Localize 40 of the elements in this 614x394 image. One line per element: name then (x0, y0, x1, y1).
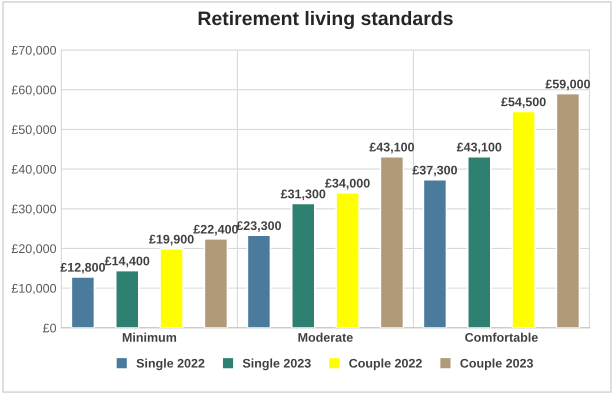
legend-label: Couple 2022 (349, 358, 422, 370)
y-tick-label: £0 (42, 324, 56, 332)
bar (380, 156, 404, 328)
data-label: £19,900 (149, 234, 194, 246)
bar (511, 110, 536, 328)
data-label: £59,000 (545, 80, 590, 90)
bar (246, 234, 272, 328)
data-label: £12,800 (60, 262, 105, 274)
legend-label: Single 2023 (242, 358, 311, 370)
bar (159, 248, 184, 328)
data-label: £37,300 (412, 166, 458, 176)
data-label: £43,100 (369, 142, 414, 154)
y-tick-label: £40,000 (12, 164, 56, 176)
data-label: £22,400 (193, 224, 238, 236)
x-tick-label: Moderate (298, 332, 353, 342)
data-label: £23,300 (236, 221, 281, 232)
bar (115, 270, 140, 328)
bar (335, 192, 360, 328)
y-tick-label: £60,000 (12, 86, 56, 96)
chart-title: Retirement living standards (198, 10, 453, 30)
data-label: £54,500 (501, 97, 546, 108)
bar (467, 156, 492, 328)
legend-label: Couple 2023 (460, 358, 534, 370)
data-label: £34,000 (325, 178, 370, 190)
bar (556, 92, 580, 328)
y-tick-label: £50,000 (12, 125, 56, 136)
y-tick-label: £30,000 (12, 204, 56, 215)
bar (422, 179, 448, 328)
x-tick-label: Comfortable (465, 332, 538, 342)
y-tick-label: £70,000 (12, 46, 56, 56)
y-tick-label: £20,000 (12, 244, 56, 255)
bar (291, 202, 316, 328)
data-label: £43,100 (456, 142, 502, 154)
bar (70, 276, 96, 328)
bar (204, 238, 228, 328)
x-tick-label: Minimum (122, 332, 176, 342)
y-tick-label: £10,000 (12, 284, 56, 294)
data-label: £31,300 (280, 190, 326, 200)
legend-label: Single 2022 (136, 358, 204, 370)
data-label: £14,400 (104, 256, 150, 268)
